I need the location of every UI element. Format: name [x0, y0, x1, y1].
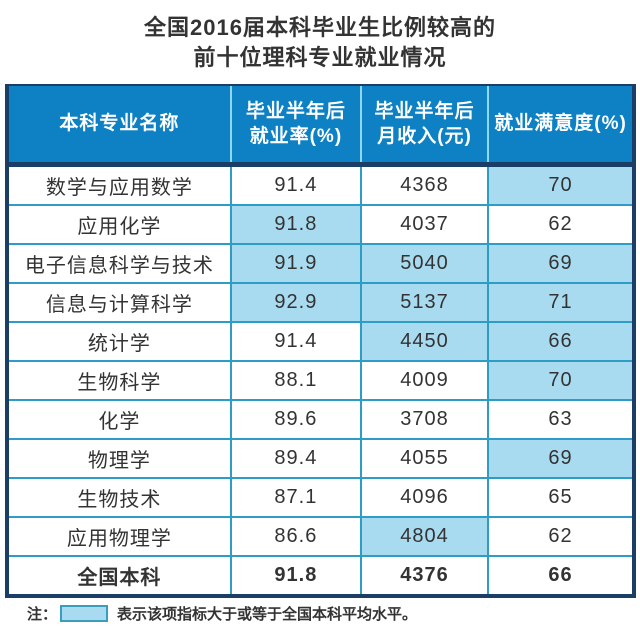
major-name-cell: 物理学: [9, 438, 231, 478]
value-cell: 4037: [359, 204, 489, 244]
value-cell: 4009: [359, 360, 489, 400]
table-body: 数学与应用数学 91.4 4368 70 应用化学 91.8 4037 62 电子信息科学与技术…: [9, 164, 632, 594]
column-header-line: 就业满意度(%): [494, 113, 627, 135]
table-row: 化学 89.6 3708 63: [9, 399, 632, 439]
value-cell: 71: [487, 282, 632, 322]
value-cell: 70: [487, 164, 632, 205]
table-row: 生物技术 87.1 4096 65: [9, 477, 632, 517]
major-name-cell: 信息与计算科学: [9, 282, 231, 322]
value-cell: 65: [487, 477, 632, 517]
table-row: 信息与计算科学 92.9 5137 71: [9, 282, 632, 322]
value-cell: 4096: [359, 477, 489, 517]
footnote-text: 表示该项指标大于或等于全国本科平均水平。: [117, 606, 418, 623]
major-name-cell: 生物科学: [9, 360, 231, 400]
column-header-1: 毕业半年后就业率(%): [229, 86, 361, 167]
major-name-cell: 全国本科: [9, 555, 231, 594]
value-cell: 3708: [359, 399, 489, 439]
value-cell: 91.8: [229, 204, 361, 244]
value-cell: 70: [487, 360, 632, 400]
table-row: 应用物理学 86.6 4804 62: [9, 516, 632, 556]
column-header-line: 毕业半年后: [245, 100, 346, 122]
table-row: 电子信息科学与技术 91.9 5040 69: [9, 243, 632, 283]
major-name-cell: 电子信息科学与技术: [9, 243, 231, 283]
value-cell: 5040: [359, 243, 489, 283]
major-name-cell: 统计学: [9, 321, 231, 361]
value-cell: 63: [487, 399, 632, 439]
column-header-2: 毕业半年后月收入(元): [359, 86, 489, 167]
column-header-3: 就业满意度(%): [487, 86, 632, 167]
table-row: 统计学 91.4 4450 66: [9, 321, 632, 361]
value-cell: 4804: [359, 516, 489, 556]
column-header-line: 毕业半年后: [374, 100, 475, 122]
column-header-0: 本科专业名称: [9, 86, 231, 167]
employment-table: 本科专业名称 毕业半年后 就业率(%) 毕业半年后 月收入(元) 就业满意度(%) 数学与…: [9, 86, 632, 594]
table-row: 物理学 89.4 4055 69: [9, 438, 632, 478]
value-cell: 5137: [359, 282, 489, 322]
footnote-prefix: 注：: [27, 606, 58, 623]
value-cell: 91.9: [229, 243, 361, 283]
value-cell: 69: [487, 243, 632, 283]
table-row: 应用化学 91.8 4037 62: [9, 204, 632, 244]
value-cell: 62: [487, 516, 632, 556]
column-header-line: 就业率(%): [249, 126, 343, 147]
value-cell: 4368: [359, 164, 489, 205]
value-cell: 89.6: [229, 399, 361, 439]
value-cell: 69: [487, 438, 632, 478]
value-cell: 91.8: [229, 555, 361, 594]
major-name-cell: 应用化学: [9, 204, 231, 244]
highlight-legend-swatch: [60, 605, 109, 622]
column-header-line: 月收入(元): [377, 126, 472, 147]
value-cell: 66: [487, 555, 632, 594]
employment-table-frame: 本科专业名称 毕业半年后 就业率(%) 毕业半年后 月收入(元) 就业满意度(%) 数学与…: [5, 84, 636, 598]
page-title: 全国2016届本科毕业生比例较高的 前十位理科专业就业情况: [0, 0, 640, 74]
value-cell: 89.4: [229, 438, 361, 478]
table-header: 本科专业名称 毕业半年后 就业率(%) 毕业半年后 月收入(元) 就业满意度(%): [9, 86, 632, 167]
table-row-national-average: 全国本科 91.8 4376 66: [9, 555, 632, 594]
table-row: 生物科学 88.1 4009 70: [9, 360, 632, 400]
value-cell: 86.6: [229, 516, 361, 556]
value-cell: 92.9: [229, 282, 361, 322]
value-cell: 88.1: [229, 360, 361, 400]
title-line-1: 全国2016届本科毕业生比例较高的: [144, 15, 496, 40]
value-cell: 91.4: [229, 321, 361, 361]
table-header-row: 本科专业名称 毕业半年后 就业率(%) 毕业半年后 月收入(元) 就业满意度(%): [9, 86, 632, 167]
value-cell: 4450: [359, 321, 489, 361]
value-cell: 66: [487, 321, 632, 361]
value-cell: 4376: [359, 555, 489, 594]
table-row: 数学与应用数学 91.4 4368 70: [9, 164, 632, 205]
value-cell: 91.4: [229, 164, 361, 205]
value-cell: 4055: [359, 438, 489, 478]
major-name-cell: 化学: [9, 399, 231, 439]
major-name-cell: 数学与应用数学: [9, 164, 231, 205]
major-name-cell: 生物技术: [9, 477, 231, 517]
value-cell: 62: [487, 204, 632, 244]
title-line-2: 前十位理科专业就业情况: [193, 45, 447, 71]
footnote: 注： 表示该项指标大于或等于全国本科平均水平。: [27, 603, 417, 624]
value-cell: 87.1: [229, 477, 361, 517]
major-name-cell: 应用物理学: [9, 516, 231, 556]
column-header-line: 本科专业名称: [59, 113, 180, 135]
